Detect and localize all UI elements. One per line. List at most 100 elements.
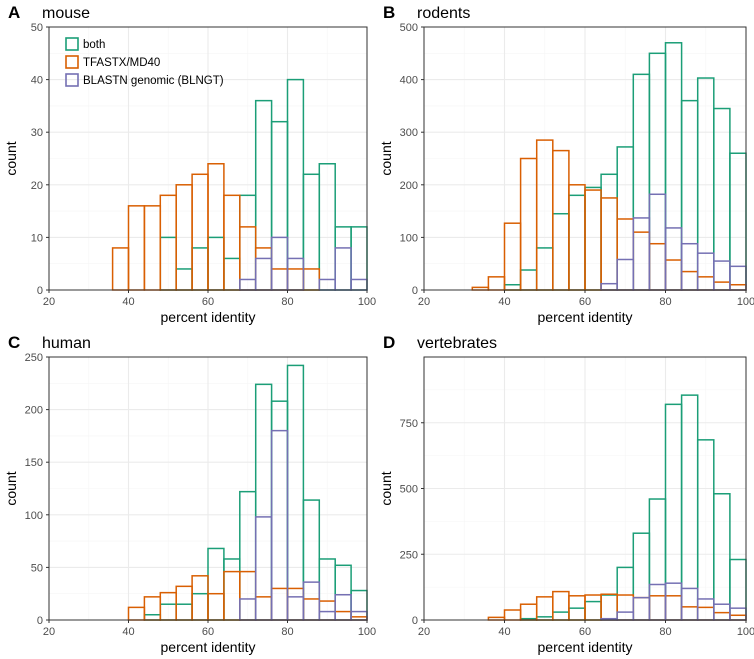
histogram-bar — [584, 594, 602, 621]
histogram-bar — [503, 222, 522, 291]
histogram-bar — [648, 583, 667, 621]
histogram-bar — [713, 493, 731, 621]
x-tick-label: 40 — [498, 296, 510, 308]
histogram-bar — [127, 205, 146, 291]
histogram-bar — [487, 276, 506, 291]
histogram-bar — [191, 247, 209, 291]
y-tick-label: 100 — [25, 510, 43, 522]
y-tick-label: 250 — [25, 352, 43, 364]
histogram-bar — [334, 247, 352, 291]
x-tick-label: 40 — [122, 296, 134, 308]
x-axis-title: percent identity — [161, 639, 256, 655]
histogram-bar — [270, 268, 289, 291]
histogram-bar — [552, 590, 570, 621]
panel-title: vertebrates — [417, 335, 497, 352]
histogram-bar — [632, 73, 651, 291]
histogram-bar — [584, 189, 602, 291]
histogram-bar — [302, 268, 321, 291]
histogram-bar — [664, 403, 683, 621]
y-tick-label: 0 — [412, 285, 418, 297]
histogram-bar — [680, 99, 699, 291]
x-tick-label: 60 — [579, 626, 591, 638]
y-tick-label: 250 — [400, 549, 418, 561]
histogram-bar — [334, 610, 352, 621]
histogram-bar — [191, 173, 209, 291]
y-tick-label: 300 — [400, 127, 418, 139]
histogram-bar — [111, 247, 130, 291]
y-tick-label: 0 — [37, 285, 43, 297]
x-tick-label: 20 — [43, 296, 55, 308]
panel-letter: B — [383, 3, 395, 22]
histogram-bar — [302, 581, 321, 621]
x-tick-label: 80 — [659, 626, 671, 638]
histogram-bar — [254, 516, 273, 621]
histogram-bar — [664, 582, 683, 621]
y-tick-label: 500 — [400, 22, 418, 34]
series-tfastx — [111, 163, 321, 291]
histogram-bar — [680, 394, 699, 621]
histogram-bar — [191, 575, 209, 621]
y-tick-label: 150 — [25, 457, 43, 469]
legend-label-both: both — [83, 39, 105, 51]
histogram-bar — [680, 587, 699, 621]
x-axis-title: percent identity — [161, 309, 256, 325]
histogram-bar — [254, 247, 273, 291]
histogram-bar — [568, 194, 586, 291]
histogram-bar — [713, 611, 731, 621]
histogram-bar — [648, 193, 667, 291]
y-tick-label: 500 — [400, 484, 418, 496]
x-tick-label: 100 — [358, 296, 376, 308]
histogram-bar — [302, 499, 321, 621]
histogram-bar — [254, 383, 273, 621]
histogram-bar — [568, 607, 586, 621]
panel-letter: A — [8, 3, 20, 22]
histogram-bar — [648, 52, 667, 291]
series-both — [519, 394, 747, 621]
histogram-bar — [350, 589, 368, 621]
series-blngt — [600, 193, 747, 291]
x-axis-title: percent identity — [538, 639, 633, 655]
y-tick-label: 30 — [31, 127, 43, 139]
y-tick-label: 0 — [412, 615, 418, 627]
histogram-bar — [334, 226, 352, 291]
histogram-bar — [600, 593, 618, 621]
histogram-bar — [664, 595, 683, 621]
histogram-bar — [648, 595, 667, 621]
histogram-bar — [270, 120, 289, 291]
y-tick-label: 200 — [400, 180, 418, 192]
histogram-bar — [632, 596, 651, 621]
histogram-bar — [680, 270, 699, 291]
histogram-bar — [175, 603, 193, 621]
histogram-bar — [664, 259, 683, 291]
histogram-bar — [713, 107, 731, 291]
x-tick-label: 80 — [281, 296, 293, 308]
x-tick-label: 60 — [202, 296, 214, 308]
panel-title: human — [42, 335, 91, 352]
x-tick-label: 40 — [122, 626, 134, 638]
legend-key-blngt — [65, 73, 79, 87]
histogram-bar — [729, 265, 747, 291]
histogram-bar — [680, 606, 699, 621]
histogram-bar — [207, 163, 225, 291]
histogram-bar — [713, 260, 731, 291]
histogram-bar — [729, 152, 747, 291]
legend: both TFASTX/MD40 BLASTN genomic (BLNGT) — [65, 37, 224, 87]
x-tick-label: 40 — [498, 626, 510, 638]
y-tick-label: 200 — [25, 405, 43, 417]
histogram-bar — [600, 197, 618, 291]
histogram-bar — [127, 606, 146, 621]
histogram-bar — [207, 547, 225, 621]
histogram-bar — [503, 609, 522, 621]
histogram-bar — [223, 570, 241, 621]
y-tick-label: 400 — [400, 75, 418, 87]
histogram-bar — [143, 205, 162, 291]
histogram-bar — [584, 600, 602, 621]
histogram-bar — [254, 596, 273, 621]
histogram-bar — [223, 257, 241, 291]
histogram-bar — [270, 400, 289, 621]
histogram-bar — [632, 217, 651, 291]
histogram-bar — [713, 281, 731, 291]
x-tick-label: 80 — [281, 626, 293, 638]
